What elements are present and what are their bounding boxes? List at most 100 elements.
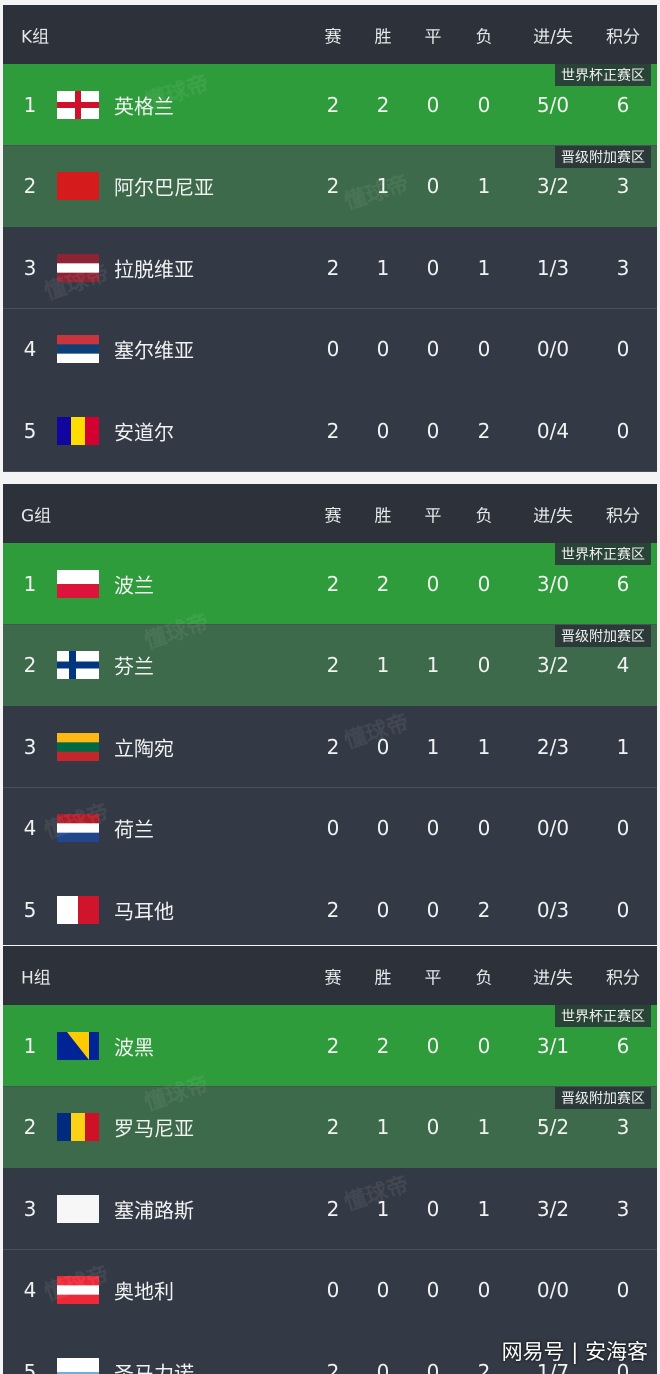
column-header: 积分 — [606, 27, 640, 47]
stat-won: 0 — [376, 337, 390, 361]
stat-drawn: 0 — [426, 897, 440, 922]
stat-lost: 0 — [477, 1278, 491, 1302]
flag-icon — [57, 814, 99, 843]
stat-played: 2 — [326, 1033, 340, 1058]
flag-icon — [57, 172, 99, 200]
stat-goals: 3/2 — [536, 653, 570, 677]
stat-points: 0 — [616, 816, 630, 840]
stat-won: 1 — [376, 1115, 390, 1139]
rank: 5 — [23, 418, 37, 443]
stat-points: 0 — [616, 1278, 630, 1302]
stat-points: 1 — [616, 734, 630, 759]
team-row: 5 马耳他 2 0 0 2 0/3 0 — [3, 869, 657, 945]
stat-lost: 1 — [477, 734, 491, 759]
stat-won: 1 — [376, 255, 390, 280]
stat-goals: 3/0 — [536, 571, 570, 596]
team-name: 英格兰 — [114, 94, 174, 118]
stat-goals: 0/0 — [536, 1278, 570, 1302]
stat-lost: 1 — [477, 174, 491, 198]
column-header: 负 — [475, 27, 493, 47]
stat-played: 2 — [326, 897, 340, 922]
column-header: 平 — [424, 506, 442, 526]
watermark: 网易号 | 安海客 — [501, 1340, 648, 1364]
stat-goals: 3/2 — [536, 174, 570, 198]
column-header: 积分 — [606, 506, 640, 526]
group-header: H组 赛 胜 平 负 进/失 积分 — [3, 946, 657, 1005]
stat-goals: 0/0 — [536, 337, 570, 361]
team-name: 塞浦路斯 — [114, 1198, 194, 1222]
group-panel: K组赛胜平负进/失 积分 1 英格兰 2 2 0 0 5/0 6 世界杯正赛区 2 阿尔巴尼亚 2 1 0 1 3… — [3, 5, 657, 472]
rank: 1 — [23, 571, 37, 596]
stat-played: 2 — [326, 734, 340, 759]
stat-lost: 1 — [477, 1115, 491, 1139]
column-header: 负 — [475, 506, 493, 526]
stat-drawn: 0 — [426, 1115, 440, 1139]
stat-lost: 1 — [477, 1196, 491, 1221]
stat-points: 6 — [616, 571, 630, 596]
stat-lost: 0 — [477, 92, 491, 117]
stat-drawn: 0 — [426, 816, 440, 840]
stat-goals: 0/3 — [536, 897, 570, 922]
team-name: 塞尔维亚 — [114, 338, 194, 363]
team-row: 2 阿尔巴尼亚 2 1 0 1 3/2 3 晋级附加赛区 — [3, 145, 657, 228]
stat-played: 0 — [326, 337, 340, 361]
rank: 5 — [23, 1359, 37, 1374]
stat-played: 2 — [326, 174, 340, 198]
column-header: 胜 — [374, 968, 392, 988]
team-name: 立陶宛 — [114, 736, 174, 760]
team-row: 2 芬兰 2 1 1 0 3/2 4 晋级附加赛区 — [3, 624, 657, 707]
stat-goals: 2/3 — [536, 734, 570, 759]
team-row: 3 塞浦路斯 2 1 0 1 3/2 3 — [3, 1168, 657, 1250]
stat-won: 2 — [376, 92, 390, 117]
rank: 4 — [23, 337, 37, 361]
stat-won: 0 — [376, 1359, 390, 1374]
column-header: 负 — [475, 968, 493, 988]
stat-points: 3 — [616, 174, 630, 198]
stat-goals: 3/2 — [536, 1196, 570, 1221]
stat-played: 2 — [326, 571, 340, 596]
zone-badge: 世界杯正赛区 — [555, 1005, 651, 1027]
team-name: 罗马尼亚 — [114, 1116, 194, 1141]
stat-lost: 0 — [477, 816, 491, 840]
flag-icon — [57, 895, 100, 924]
stat-goals: 3/1 — [536, 1033, 570, 1058]
stat-points: 3 — [616, 1115, 630, 1139]
rank: 5 — [23, 897, 37, 922]
rank: 4 — [23, 816, 37, 840]
team-row: 3 拉脱维亚 2 1 0 1 1/3 3 — [3, 227, 657, 309]
stat-lost: 2 — [477, 418, 491, 443]
stat-played: 2 — [326, 1196, 340, 1221]
flag-icon — [57, 1194, 99, 1223]
column-header: 平 — [424, 27, 442, 47]
stat-won: 2 — [376, 571, 390, 596]
zone-badge: 晋级附加赛区 — [555, 624, 651, 647]
stat-drawn: 0 — [426, 571, 440, 596]
group-header: G组 赛 胜 平 负 进/失 积分 — [3, 484, 657, 543]
team-row: 4 荷兰 0 0 0 0 0/0 0 — [3, 787, 657, 870]
stat-drawn: 1 — [426, 653, 440, 677]
flag-icon — [57, 569, 99, 598]
stat-drawn: 0 — [426, 174, 440, 198]
stat-played: 0 — [326, 816, 340, 840]
stat-played: 2 — [326, 255, 340, 280]
group-panel: H组 赛 胜 平 负 进/失 积分 1 波黑 2 2 0 0 3/1 6 世界杯正赛区 2 罗马尼亚 2 1 0 1 5/2… — [3, 946, 657, 1374]
stat-lost: 0 — [477, 571, 491, 596]
rank: 3 — [23, 734, 37, 759]
stat-won: 1 — [376, 174, 390, 198]
group-name: G组 — [21, 506, 52, 526]
flag-icon — [57, 1031, 99, 1060]
group-name: K组 — [21, 27, 50, 47]
rank: 4 — [23, 1278, 37, 1302]
team-name: 奥地利 — [114, 1279, 174, 1304]
stat-goals: 1/7 — [536, 1359, 570, 1374]
flag-icon — [57, 90, 99, 119]
stat-points: 3 — [616, 255, 630, 280]
stat-goals: 5/0 — [536, 92, 570, 117]
column-header: 进/失 — [533, 968, 573, 988]
zone-badge: 世界杯正赛区 — [555, 64, 651, 86]
team-name: 波兰 — [114, 573, 154, 597]
team-name: 马耳他 — [114, 899, 174, 923]
zone-badge: 晋级附加赛区 — [555, 1086, 651, 1109]
team-name: 圣马力诺 — [114, 1361, 194, 1374]
team-name: 阿尔巴尼亚 — [114, 175, 214, 200]
